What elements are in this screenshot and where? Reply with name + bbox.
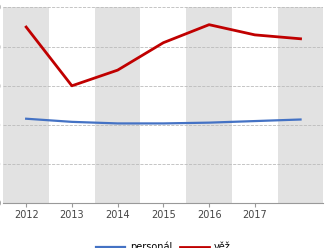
Bar [186,7,232,203]
Bar [3,7,49,203]
Bar [95,7,141,203]
Bar [278,7,323,203]
Legend: personál, věž: personál, věž [92,238,235,248]
